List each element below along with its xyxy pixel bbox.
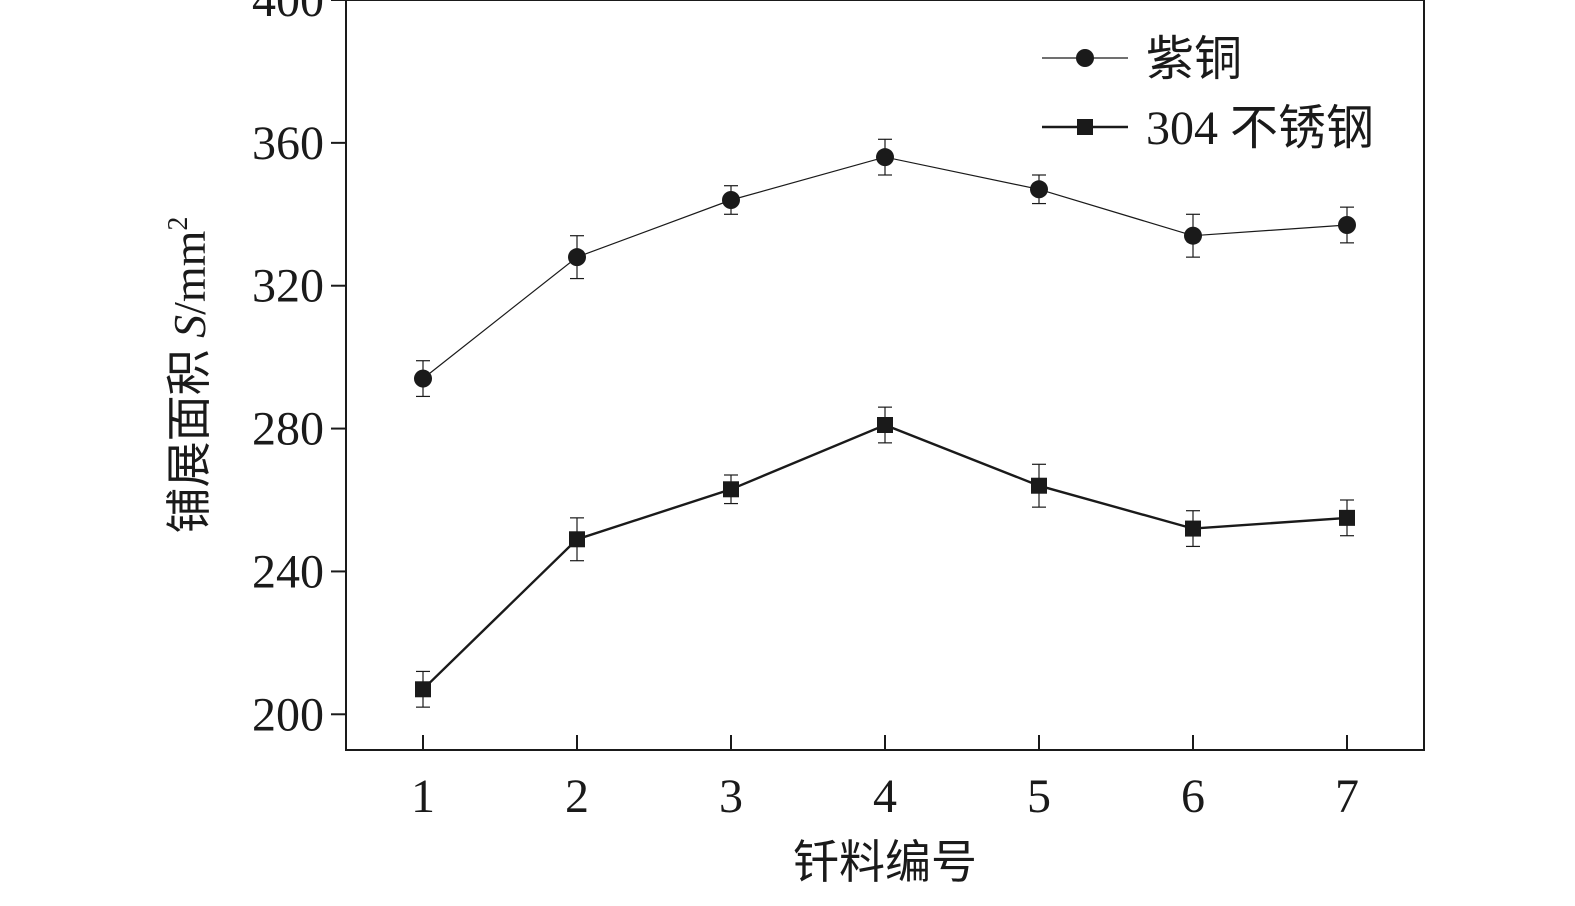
data-point-circle [414, 369, 432, 388]
legend-label-stainless: 304 不锈钢 [1146, 102, 1374, 155]
data-point-square [569, 531, 585, 548]
x-tick-label: 2 [565, 770, 589, 823]
x-tick-label: 3 [719, 770, 743, 823]
y-tick-label: 200 [252, 688, 324, 741]
series-2 [415, 406, 1355, 708]
series-line [422, 423, 1348, 691]
data-point-circle [568, 248, 586, 267]
legend-label-copper: 紫铜 [1146, 33, 1242, 86]
y-tick-label: 240 [252, 545, 324, 598]
data-point-square [723, 481, 739, 498]
legend-marker-square [1077, 119, 1093, 135]
y-axis: 200 240 280 320 360 400 [252, 0, 346, 741]
data-point-circle [876, 148, 894, 167]
y-axis-label-variable: S [164, 315, 215, 338]
legend: 紫铜 304 不锈钢 [1042, 33, 1374, 155]
x-tick-label: 7 [1335, 770, 1359, 823]
y-tick-label: 360 [252, 117, 324, 170]
legend-entry-copper: 紫铜 [1042, 33, 1242, 86]
data-point-circle [1030, 180, 1048, 199]
x-tick-label: 4 [873, 770, 897, 823]
x-axis: 1 2 3 4 5 6 7 [411, 735, 1359, 823]
series-1 [414, 138, 1356, 398]
data-point-circle [1184, 226, 1202, 245]
data-point-square [1339, 509, 1355, 526]
series-layer [414, 138, 1356, 708]
y-tick-label: 400 [252, 0, 324, 27]
x-tick-label: 6 [1181, 770, 1205, 823]
data-point-square [1031, 477, 1047, 494]
legend-marker-circle [1076, 49, 1094, 67]
data-point-square [877, 417, 893, 433]
y-tick-label: 320 [252, 260, 324, 313]
x-tick-label: 1 [411, 770, 435, 823]
y-axis-label-unit: /mm [164, 230, 215, 315]
series-line [422, 156, 1348, 380]
y-axis-label-superscript: 2 [163, 217, 194, 231]
y-tick-label: 280 [252, 403, 324, 456]
y-axis-label-text: 铺展面积 [164, 338, 215, 534]
data-point-square [1185, 520, 1201, 537]
y-axis-label: 铺展面积 S/mm2 [163, 217, 215, 534]
data-point-square [415, 681, 431, 698]
x-axis-label: 钎料编号 [793, 837, 977, 888]
x-tick-label: 5 [1027, 770, 1051, 823]
data-point-circle [722, 191, 740, 209]
data-point-circle [1338, 216, 1356, 234]
legend-entry-stainless: 304 不锈钢 [1042, 102, 1374, 155]
